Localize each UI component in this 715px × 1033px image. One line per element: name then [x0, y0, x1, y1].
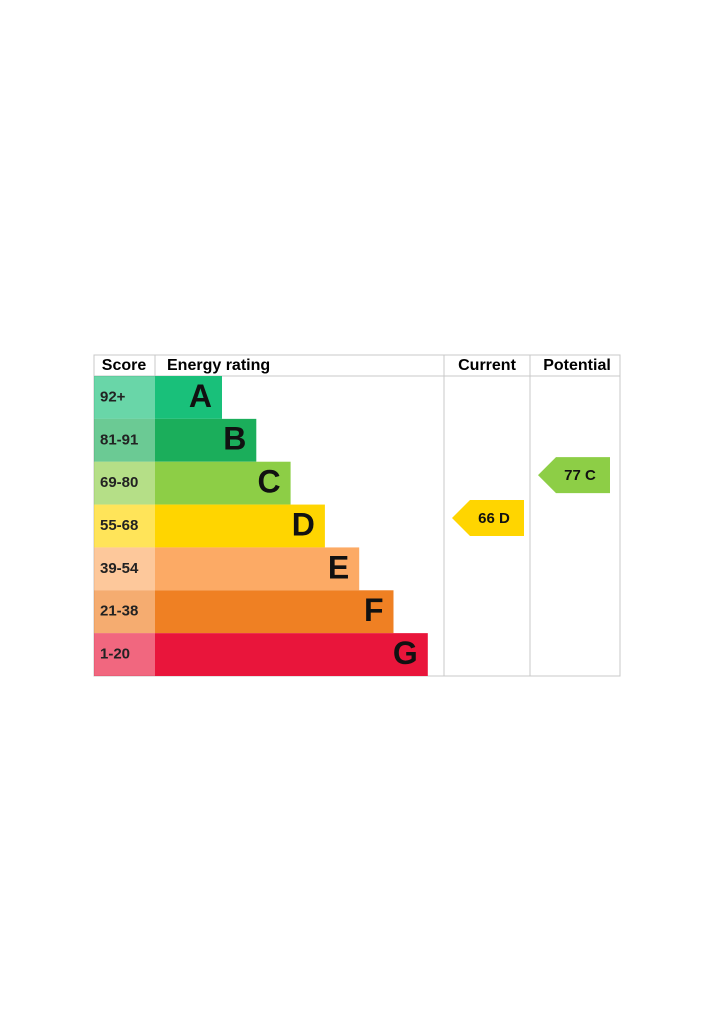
- score-label: 55-68: [100, 517, 138, 534]
- band-letter: G: [393, 635, 418, 671]
- score-label: 1-20: [100, 646, 130, 663]
- score-cell: [94, 590, 155, 634]
- band-bar: [155, 504, 325, 548]
- band-letter: C: [257, 464, 280, 500]
- score-label: 39-54: [100, 560, 139, 577]
- band-letter: F: [364, 592, 384, 628]
- band-bar: [155, 418, 257, 462]
- band-letter: A: [189, 378, 212, 414]
- header-potential: Potential: [543, 357, 611, 374]
- band-letter: B: [223, 421, 246, 457]
- band-letter: E: [328, 549, 349, 585]
- potential-label: 77 C: [564, 467, 596, 484]
- score-cell: [94, 504, 155, 548]
- band-letter: D: [292, 506, 315, 542]
- band-bar: [155, 633, 428, 676]
- score-cell: [94, 547, 155, 591]
- score-cell: [94, 461, 155, 505]
- band-bar: [155, 376, 222, 419]
- score-label: 92+: [100, 388, 126, 405]
- score-cell: [94, 418, 155, 462]
- header-rating: Energy rating: [167, 357, 270, 374]
- score-label: 21-38: [100, 603, 138, 620]
- score-cell: [94, 633, 155, 676]
- current-arrow: [452, 500, 524, 536]
- header-current: Current: [458, 357, 516, 374]
- band-bar: [155, 461, 291, 505]
- score-cell: [94, 376, 155, 419]
- potential-arrow: [538, 457, 610, 494]
- score-label: 69-80: [100, 474, 138, 491]
- header-score: Score: [102, 357, 147, 374]
- current-label: 66 D: [478, 510, 510, 527]
- score-label: 81-91: [100, 431, 138, 448]
- band-bar: [155, 590, 394, 634]
- band-bar: [155, 547, 360, 591]
